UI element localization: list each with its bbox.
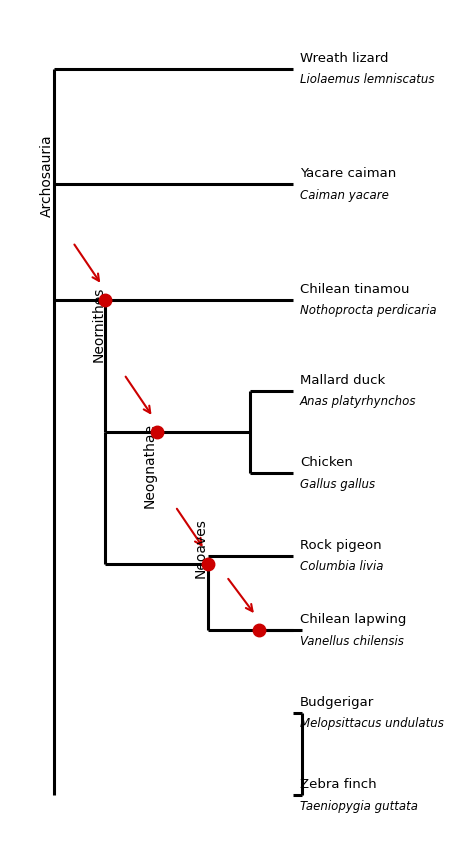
Text: Gallus gallus: Gallus gallus (300, 478, 375, 490)
Text: Wreath lizard: Wreath lizard (300, 51, 389, 64)
Text: Chilean tinamou: Chilean tinamou (300, 282, 410, 296)
Text: Budgerigar: Budgerigar (300, 696, 374, 709)
Text: Liolaemus lemniscatus: Liolaemus lemniscatus (300, 73, 435, 86)
Text: Columbia livia: Columbia livia (300, 560, 383, 574)
Text: Zebra finch: Zebra finch (300, 778, 377, 791)
Text: Caiman yacare: Caiman yacare (300, 188, 389, 202)
Text: Neornithes: Neornithes (91, 287, 105, 362)
Text: Mallard duck: Mallard duck (300, 373, 385, 387)
Text: Chicken: Chicken (300, 456, 353, 469)
Text: Neoaves: Neoaves (194, 518, 208, 578)
Text: Taeniopygia guttata: Taeniopygia guttata (300, 800, 418, 812)
Text: Chilean lapwing: Chilean lapwing (300, 613, 406, 626)
Text: Melopsittacus undulatus: Melopsittacus undulatus (300, 717, 444, 730)
Text: Neognathae: Neognathae (143, 423, 157, 508)
Text: Yacare caiman: Yacare caiman (300, 167, 396, 181)
Text: Rock pigeon: Rock pigeon (300, 538, 382, 552)
Text: Anas platyrhynchos: Anas platyrhynchos (300, 395, 417, 408)
Text: Vanellus chilensis: Vanellus chilensis (300, 634, 404, 647)
Text: Archosauria: Archosauria (40, 135, 54, 217)
Text: Nothoprocta perdicaria: Nothoprocta perdicaria (300, 304, 437, 318)
